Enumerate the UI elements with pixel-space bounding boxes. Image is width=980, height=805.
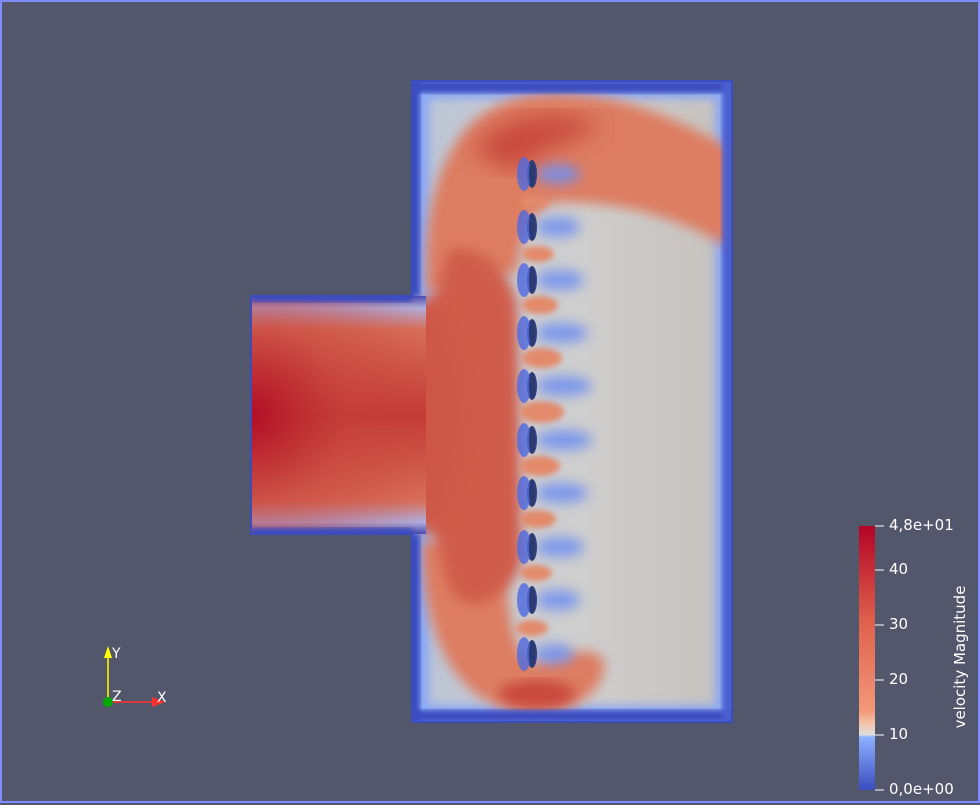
y-axis-arrow-icon (104, 646, 112, 658)
colorbar-tick-20: 20 (889, 670, 909, 688)
colorbar-min-label: 0,0e+00 (889, 780, 954, 798)
colorbar-tick-40: 40 (889, 560, 909, 578)
x-axis-label: X (157, 690, 167, 706)
colorbar-tick-30: 30 (889, 615, 909, 633)
domain-outline (250, 80, 733, 723)
x-axis-arrow-icon (152, 697, 165, 707)
colorbar-max-label: 4,8e+01 (889, 516, 954, 534)
colorbar-tick-10: 10 (889, 725, 909, 743)
colorbar (859, 526, 875, 790)
y-axis-label: Y (111, 646, 121, 662)
colorbar-ticks (875, 525, 884, 791)
z-axis-label: Z (112, 689, 122, 705)
z-axis-dot-icon (103, 697, 113, 707)
